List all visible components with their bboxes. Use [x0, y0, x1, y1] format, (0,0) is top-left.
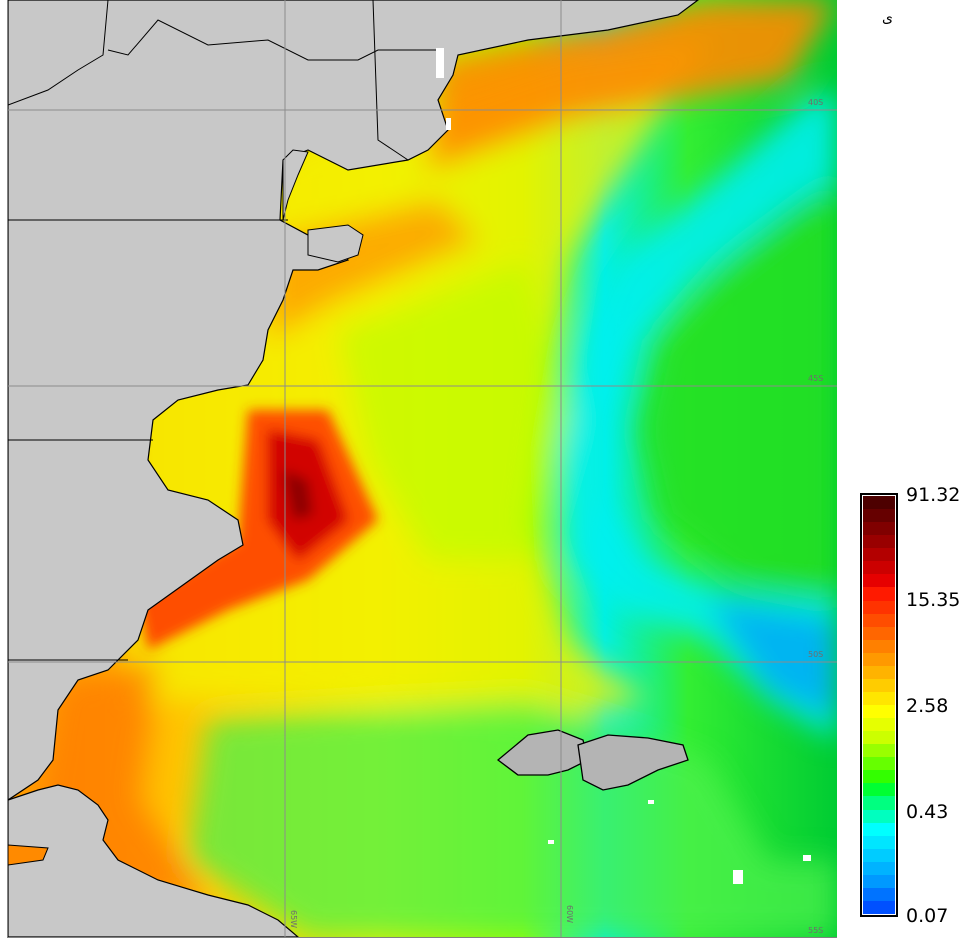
colorbar-step	[863, 887, 895, 901]
blue-patch-east	[708, 600, 837, 720]
colorbar-step	[863, 652, 895, 666]
colorbar-step	[863, 522, 895, 536]
mainland-argentina	[8, 0, 699, 801]
colorbar-step	[863, 744, 895, 758]
red-bloom-darkest	[283, 470, 313, 520]
colorbar-step	[863, 861, 895, 875]
colorbar-step	[863, 535, 895, 549]
green-offshore-region	[638, 180, 837, 600]
colorbar-step	[863, 561, 895, 575]
colorbar-step	[863, 796, 895, 810]
colorbar	[860, 493, 898, 917]
province-borders	[8, 0, 438, 661]
green-central-region	[338, 260, 568, 560]
cyan-front-band	[563, 90, 837, 740]
colorbar-step	[863, 678, 895, 692]
chlorophyll-map: 40S 45S 50S 55S 65W 60W	[7, 0, 837, 938]
colorbar-step	[863, 548, 895, 562]
strait-gap	[8, 844, 49, 866]
colorbar-step	[863, 509, 895, 523]
colorbar-step	[863, 718, 895, 732]
colorbar-step	[863, 809, 895, 823]
colorbar-tick-4: 0.43	[906, 801, 949, 823]
colorbar-steps	[863, 496, 895, 914]
gulf-san-jose	[307, 224, 364, 263]
colorbar-step	[863, 574, 895, 588]
colorbar-step	[863, 587, 895, 601]
lon-label-65w: 65W	[289, 910, 298, 929]
colorbar-step	[863, 691, 895, 705]
colorbar-step	[863, 757, 895, 771]
tierra-del-fuego	[8, 784, 299, 937]
colorbar-step	[863, 874, 895, 888]
colorbar-step	[863, 848, 895, 862]
lat-label-40s: 40S	[808, 98, 824, 107]
high-chlorophyll-patch	[138, 410, 378, 650]
colorbar-step	[863, 639, 895, 653]
colorbar-step	[863, 835, 895, 849]
colorbar-step	[863, 783, 895, 797]
graticule	[8, 0, 837, 937]
cloud-mask-specks	[436, 48, 811, 884]
colorbar-step	[863, 626, 895, 640]
colorbar-step	[863, 496, 895, 510]
colorbar-step	[863, 770, 895, 784]
colorbar-tick-min: 0.07	[906, 905, 949, 927]
lat-label-45s: 45S	[808, 374, 824, 383]
map-canvas	[8, 0, 837, 937]
colorbar-tick-max: 91.32	[906, 484, 961, 506]
falkland-islands	[496, 729, 689, 791]
colorbar-step	[863, 600, 895, 614]
colorbar-step	[863, 731, 895, 745]
corner-text: ی	[882, 10, 893, 26]
colorbar-step	[863, 613, 895, 627]
lat-label-55s: 55S	[808, 926, 824, 935]
colorbar-step	[863, 822, 895, 836]
colorbar-step	[863, 705, 895, 719]
colorbar-tick-3: 2.58	[906, 695, 949, 717]
colorbar-step	[863, 665, 895, 679]
colorbar-tick-2: 15.35	[906, 589, 961, 611]
lon-label-60w: 60W	[565, 905, 574, 924]
lat-label-50s: 50S	[808, 650, 824, 659]
orange-northeast-coast	[428, 0, 837, 170]
east-falkland	[577, 734, 689, 791]
colorbar-step	[863, 900, 895, 914]
